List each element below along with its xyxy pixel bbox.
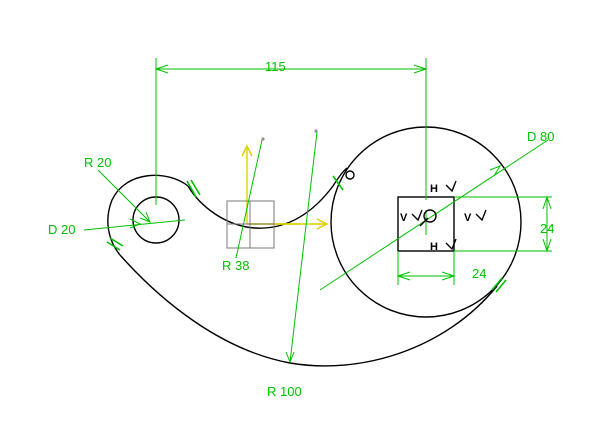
constraint-vertical-right[interactable]: V — [464, 212, 472, 224]
dim-r100-label[interactable]: R 100 — [267, 384, 302, 399]
dim-d20-label[interactable]: D 20 — [48, 222, 75, 237]
dim-115-label[interactable]: 115 — [265, 59, 286, 74]
point-icon[interactable] — [314, 129, 318, 133]
tangent-point-icon[interactable] — [345, 170, 355, 180]
dim-square-width-label[interactable]: 24 — [472, 266, 486, 281]
dim-square-height-label[interactable]: 24 — [540, 221, 554, 236]
dim-r20-label[interactable]: R 20 — [84, 155, 111, 170]
point-icon[interactable] — [261, 137, 265, 141]
sketch-geometry — [107, 126, 522, 367]
constraint-symbols — [411, 180, 487, 251]
dim-r38-label[interactable]: R 38 — [222, 258, 249, 273]
constraint-horizontal-top[interactable]: H — [430, 183, 438, 195]
origin-box — [226, 200, 275, 249]
dimension-lines — [83, 58, 552, 364]
constraint-horizontal-bottom[interactable]: H — [430, 241, 438, 253]
fillet-arc-r38[interactable] — [187, 167, 348, 229]
dim-d80-label[interactable]: D 80 — [527, 129, 554, 144]
constraint-vertical-left[interactable]: V — [400, 212, 408, 224]
lower-arc-r100[interactable] — [119, 254, 498, 367]
left-outer-arc[interactable] — [107, 174, 189, 256]
tangency-icon[interactable] — [106, 175, 507, 293]
